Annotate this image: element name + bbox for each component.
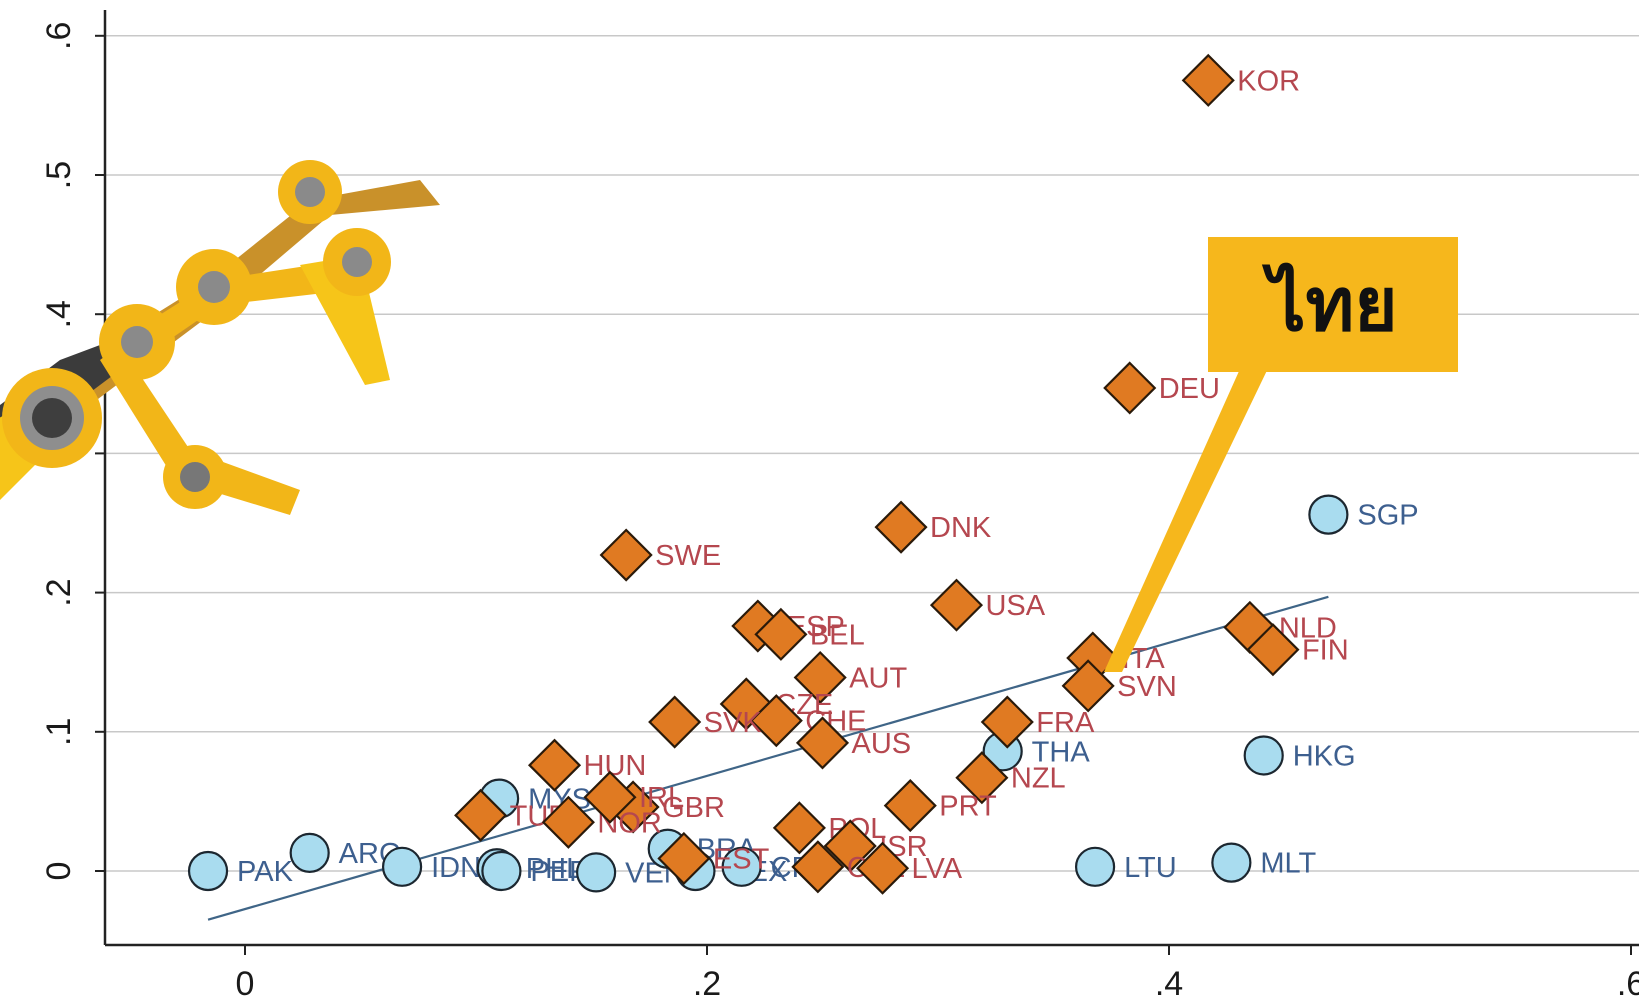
- y-tick-label: .2: [40, 578, 78, 606]
- point-label: USA: [985, 590, 1045, 622]
- y-tick-label: .1: [40, 718, 78, 746]
- callout-pointer: [1104, 360, 1272, 672]
- point-label: DNK: [930, 512, 992, 544]
- point-label: KOR: [1237, 65, 1300, 97]
- diamond-point: [754, 607, 808, 661]
- diamond-point: [583, 770, 637, 824]
- diamond-point: [1103, 361, 1157, 415]
- point-label: PRT: [939, 791, 997, 823]
- diamond-point: [1181, 53, 1235, 107]
- point-label: AUT: [849, 663, 907, 695]
- circle-point: [187, 850, 229, 892]
- circle-point: [1211, 842, 1252, 883]
- point-label: NZL: [1011, 763, 1066, 795]
- circle-point: [1308, 494, 1349, 535]
- point-label: IRL: [639, 782, 684, 814]
- circle-point: [381, 846, 423, 887]
- diamond-point: [793, 650, 847, 705]
- point-label: PHL: [526, 853, 582, 885]
- diamond-point: [883, 779, 937, 833]
- point-label: SGP: [1357, 500, 1418, 532]
- point-label: FRA: [1036, 707, 1095, 739]
- callout-annotation: ไทย: [1104, 237, 1458, 672]
- diamond-point: [541, 795, 595, 849]
- y-tick-label: .5: [40, 161, 78, 189]
- point-label: THA: [1032, 736, 1091, 768]
- y-tick-label: .4: [40, 300, 78, 328]
- diamond-point: [749, 694, 803, 748]
- diamond-point: [980, 695, 1034, 749]
- diamond-point: [527, 738, 582, 792]
- robot-arm-illustration: [0, 160, 440, 515]
- diamond-point: [454, 788, 508, 842]
- diamond-point: [648, 695, 702, 749]
- x-tick-label: .2: [693, 965, 721, 1001]
- x-tick-label: .4: [1155, 965, 1183, 1001]
- point-label: GBR: [662, 792, 725, 824]
- data-points: SGPTHAHKGLTUMLTPAKARGIDNMYSPHLPERVENBRAM…: [187, 53, 1419, 895]
- x-tick-label: 0: [236, 965, 255, 1001]
- diamond-point: [1246, 623, 1300, 677]
- diamond-point: [874, 500, 928, 554]
- diamond-point: [955, 751, 1009, 805]
- circle-point: [721, 846, 762, 887]
- y-tick-label: .6: [40, 22, 78, 50]
- diamond-point: [856, 841, 910, 895]
- circle-point: [289, 832, 330, 874]
- circle-point: [1074, 846, 1116, 887]
- callout-label: ไทย: [1261, 261, 1397, 346]
- point-label: PAK: [237, 856, 294, 888]
- x-tick-label: .6: [1617, 965, 1639, 1001]
- point-label: BEL: [810, 619, 865, 651]
- point-label: HKG: [1293, 740, 1356, 772]
- circle-point: [1243, 735, 1284, 776]
- point-label: SWE: [655, 540, 721, 572]
- point-label: LTU: [1124, 852, 1177, 884]
- diamond-point: [795, 716, 850, 770]
- diamond-point: [772, 801, 826, 855]
- point-label: DEU: [1159, 373, 1220, 405]
- circle-point: [481, 850, 522, 892]
- point-label: EST: [713, 843, 770, 875]
- point-label: SVK: [704, 707, 763, 739]
- point-label: MLT: [1260, 848, 1316, 880]
- point-label: FIN: [1302, 635, 1349, 667]
- diamond-point: [823, 819, 877, 873]
- point-label: SVN: [1117, 671, 1177, 703]
- point-label: LVA: [912, 853, 963, 885]
- diamond-point: [657, 831, 711, 886]
- point-label: IDN: [431, 852, 481, 884]
- circle-point: [576, 852, 617, 893]
- axes: 0 .1 .2 .4 .5 .6 0 .2 .4 .6: [40, 10, 1639, 1001]
- point-label: AUS: [852, 728, 912, 760]
- diamond-point: [599, 528, 653, 582]
- diamond-point: [929, 578, 984, 632]
- y-tick-label: 0: [40, 862, 78, 881]
- callout-box: [1208, 237, 1458, 372]
- diamond-point: [791, 840, 845, 894]
- diamond-point: [1061, 659, 1115, 713]
